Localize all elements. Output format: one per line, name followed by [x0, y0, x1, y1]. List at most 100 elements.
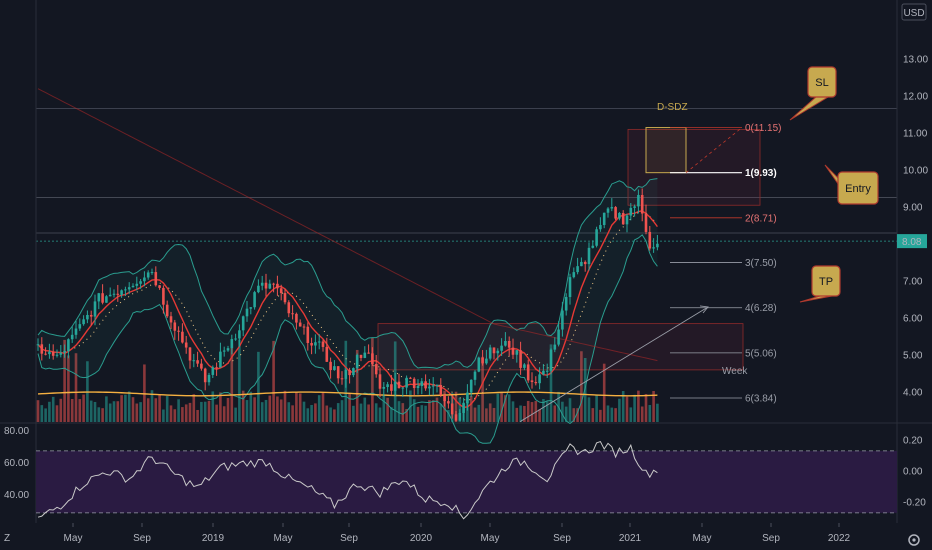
candle[interactable] [158, 285, 161, 288]
gear-icon[interactable] [908, 534, 920, 546]
candle[interactable] [458, 412, 462, 421]
candle[interactable] [67, 339, 70, 352]
candle[interactable] [127, 287, 131, 290]
candle[interactable] [412, 378, 416, 389]
candle[interactable] [618, 213, 621, 219]
fib-extension[interactable]: D-SDZ 0(11.15) 1(9.93) 2(8.71) 3(7.50) 4(6.28… [519, 102, 782, 423]
candle[interactable] [48, 351, 51, 355]
candle[interactable] [553, 344, 557, 350]
candle[interactable] [435, 385, 439, 387]
candle[interactable] [496, 350, 500, 354]
candle[interactable] [420, 381, 424, 387]
candle[interactable] [63, 351, 66, 353]
candle[interactable] [116, 293, 120, 295]
candle[interactable] [40, 344, 44, 354]
candle[interactable] [196, 360, 199, 364]
tp-bubble[interactable] [811, 265, 841, 297]
candle[interactable] [568, 277, 572, 297]
candle[interactable] [333, 366, 336, 371]
candle[interactable] [629, 207, 633, 216]
candle[interactable] [336, 366, 340, 379]
candle[interactable] [614, 207, 617, 219]
candle[interactable] [587, 247, 591, 265]
candle[interactable] [177, 330, 180, 332]
candle[interactable] [466, 392, 469, 404]
candle[interactable] [120, 290, 123, 295]
candle[interactable] [291, 313, 294, 315]
candle[interactable] [51, 351, 55, 356]
candle[interactable] [200, 363, 203, 369]
entry-bubble[interactable] [837, 171, 879, 205]
candle[interactable] [124, 289, 127, 291]
candle[interactable] [245, 308, 249, 317]
candle[interactable] [162, 287, 165, 305]
candle[interactable] [424, 381, 427, 389]
candle[interactable] [257, 285, 260, 293]
candle[interactable] [595, 229, 598, 246]
candle[interactable] [450, 403, 454, 415]
candle[interactable] [101, 293, 104, 303]
candle[interactable] [477, 357, 481, 372]
candle[interactable] [207, 374, 211, 383]
candle[interactable] [542, 370, 545, 375]
candle[interactable] [447, 401, 450, 404]
candle[interactable] [234, 338, 237, 340]
candlestick-series[interactable] [36, 188, 659, 422]
candle[interactable] [355, 354, 359, 369]
candle[interactable] [515, 350, 519, 355]
candle[interactable] [150, 272, 154, 274]
candle[interactable] [443, 395, 446, 402]
candle[interactable] [219, 351, 222, 368]
candle[interactable] [108, 294, 112, 297]
candle[interactable] [348, 370, 351, 376]
candle[interactable] [131, 285, 135, 288]
candle[interactable] [363, 352, 367, 358]
price-axis[interactable]: USD13.0012.0011.0010.009.008.007.006.005… [897, 3, 928, 399]
candle[interactable] [469, 379, 473, 393]
candle[interactable] [488, 347, 492, 359]
candle[interactable] [409, 377, 412, 379]
candle[interactable] [390, 384, 393, 391]
candle[interactable] [272, 283, 275, 285]
candle[interactable] [557, 329, 560, 345]
candle[interactable] [386, 384, 389, 387]
candle[interactable] [146, 272, 150, 278]
candle[interactable] [97, 293, 101, 302]
oscillator-panel[interactable]: 80.00 60.00 40.00 0.20 0.00 -0.20 [4, 426, 926, 520]
candle[interactable] [249, 307, 253, 309]
candle[interactable] [268, 283, 272, 289]
candle[interactable] [298, 322, 302, 327]
candle[interactable] [401, 387, 405, 389]
candle[interactable] [633, 206, 636, 208]
candle[interactable] [602, 212, 606, 226]
candle[interactable] [504, 340, 507, 346]
candle[interactable] [188, 347, 192, 361]
candle[interactable] [253, 292, 256, 308]
candle[interactable] [143, 277, 146, 282]
candle[interactable] [230, 339, 234, 349]
currency-badge[interactable] [901, 3, 927, 21]
toolbar-left-icon[interactable]: Z [4, 533, 10, 544]
candle[interactable] [74, 328, 78, 335]
candle[interactable] [287, 302, 291, 314]
candle[interactable] [652, 247, 655, 249]
candle[interactable] [93, 301, 97, 317]
candle[interactable] [86, 315, 89, 320]
candle[interactable] [367, 352, 370, 354]
candle[interactable] [428, 386, 431, 389]
candle[interactable] [606, 208, 610, 213]
candle[interactable] [485, 358, 488, 364]
candle[interactable] [492, 347, 496, 354]
candle[interactable] [283, 293, 287, 303]
candle[interactable] [135, 283, 139, 286]
candle[interactable] [549, 349, 553, 371]
candle[interactable] [36, 344, 40, 346]
candle[interactable] [165, 304, 169, 317]
candle[interactable] [511, 347, 515, 355]
candle[interactable] [105, 296, 108, 303]
candle[interactable] [302, 326, 306, 328]
candle[interactable] [321, 341, 325, 347]
candle[interactable] [70, 334, 74, 340]
candle[interactable] [580, 261, 583, 267]
